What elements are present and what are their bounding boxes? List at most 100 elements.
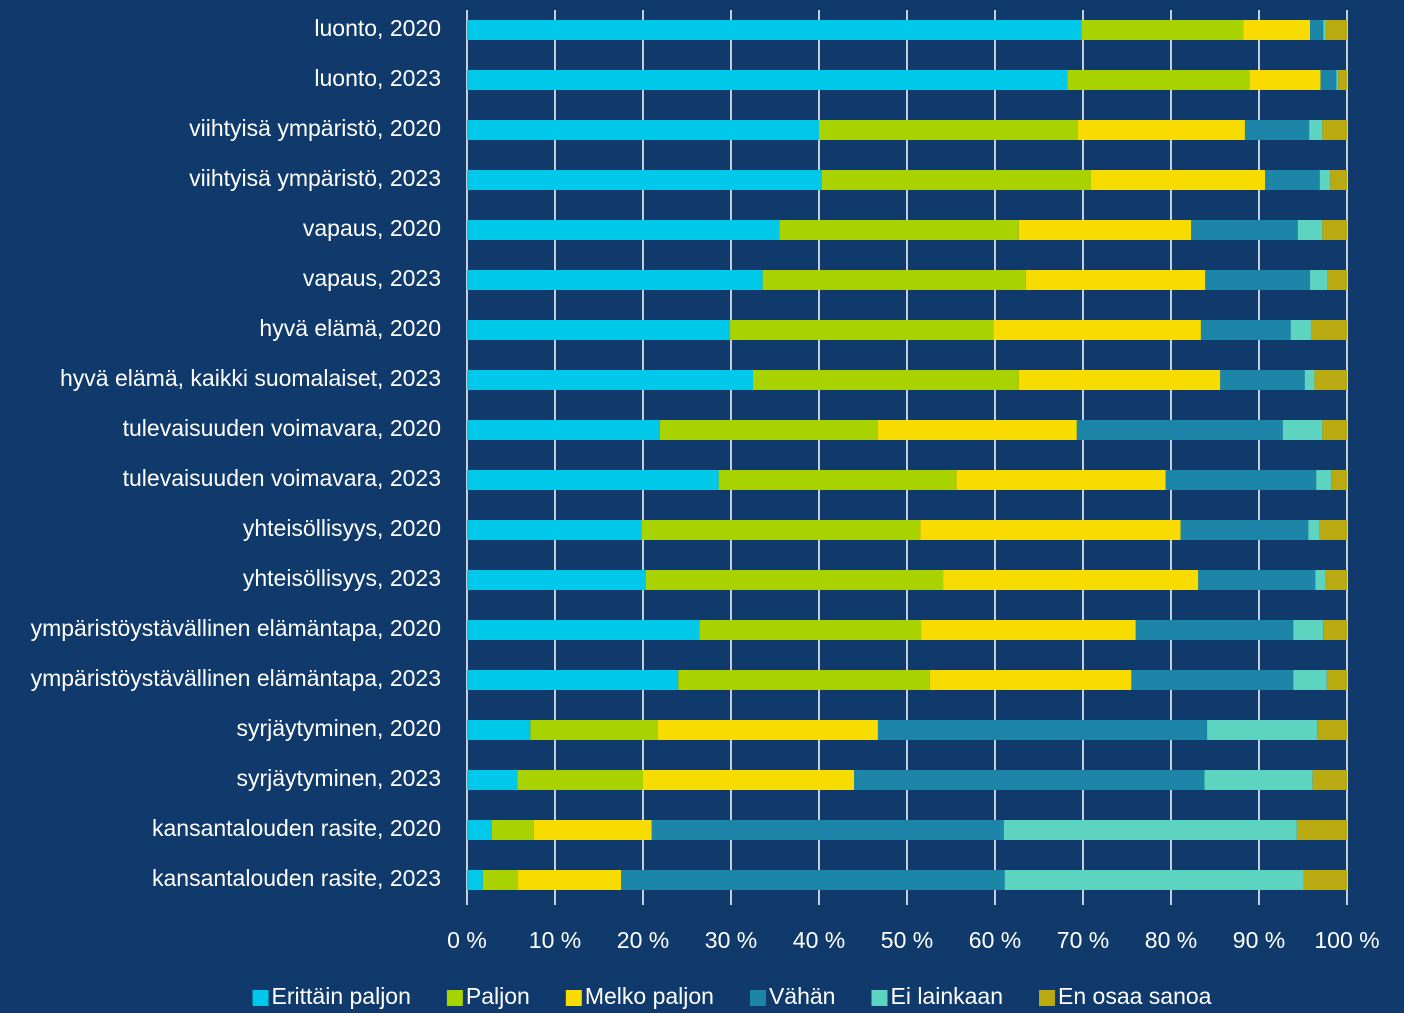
bar-segment [1018, 220, 1192, 240]
bar-segment [467, 620, 700, 640]
x-tick-label: 70 % [1057, 927, 1109, 953]
bar-segment [1327, 270, 1347, 290]
legend-label: Erittäin paljon [272, 983, 411, 1009]
bar-segment [1319, 520, 1347, 540]
bar-segment [1310, 320, 1347, 340]
y-tick-label: tulevaisuuden voimavara, 2020 [123, 415, 441, 441]
bar-segment [657, 720, 878, 740]
y-tick-label: kansantalouden rasite, 2023 [152, 865, 441, 891]
bar-segment [1198, 570, 1316, 590]
bar-segment [517, 770, 643, 790]
bar-segment [753, 370, 1019, 390]
bar-segment [1323, 620, 1347, 640]
bar-segment [1003, 820, 1297, 840]
bar-segment [678, 670, 930, 690]
bar-segment [645, 570, 944, 590]
legend-swatch [446, 990, 463, 1006]
bar-segment [1207, 720, 1318, 740]
bar-segment [1018, 370, 1221, 390]
bar-segment [993, 320, 1201, 340]
bar-segment [467, 570, 646, 590]
bar-segment [1205, 270, 1311, 290]
legend-swatch [252, 990, 269, 1006]
x-tick-label: 50 % [881, 927, 933, 953]
y-tick-label: vapaus, 2020 [303, 215, 441, 241]
bar-segment [491, 820, 534, 840]
bar-segment [1312, 770, 1347, 790]
bar-segment [854, 770, 1205, 790]
legend-label: Paljon [466, 983, 530, 1009]
bar-segment [1330, 170, 1347, 190]
legend-swatch [871, 990, 888, 1006]
bar-segment [467, 170, 822, 190]
bar-segment [877, 420, 1077, 440]
bar-segment [1315, 570, 1325, 590]
y-tick-label: kansantalouden rasite, 2020 [152, 815, 441, 841]
bar-segment [1282, 420, 1323, 440]
y-tick-label: tulevaisuuden voimavara, 2023 [123, 465, 441, 491]
x-tick-label: 80 % [1145, 927, 1197, 953]
bar-segment [1131, 670, 1294, 690]
bar-segment [730, 320, 994, 340]
bar-segment [467, 370, 753, 390]
bar-segment [1325, 570, 1347, 590]
legend-label: Ei lainkaan [890, 983, 1003, 1009]
bar-segment [779, 220, 1019, 240]
bar-segment [621, 870, 1005, 890]
y-tick-label: yhteisöllisyys, 2023 [243, 565, 441, 591]
bar-segment [1297, 220, 1323, 240]
bar-segment [1025, 270, 1206, 290]
bar-segment [1320, 70, 1337, 90]
bar-segment [1308, 520, 1320, 540]
bar-segment [467, 820, 492, 840]
bars [467, 20, 1347, 890]
bar-segment [1081, 20, 1244, 40]
y-tick-label: ympäristöystävällinen elämäntapa, 2023 [31, 665, 441, 691]
y-tick-label: viihtyisä ympäristö, 2020 [189, 115, 441, 141]
bar-segment [643, 770, 855, 790]
legend-label: En osaa sanoa [1058, 983, 1212, 1009]
bar-segment [1317, 720, 1347, 740]
y-tick-label: viihtyisä ympäristö, 2023 [189, 165, 441, 191]
bar-segment [699, 620, 922, 640]
bar-segment [651, 820, 1004, 840]
x-tick-label: 90 % [1233, 927, 1285, 953]
bar-segment [1322, 120, 1347, 140]
bar-segment [467, 220, 780, 240]
x-tick-label: 30 % [705, 927, 757, 953]
bar-segment [1204, 770, 1313, 790]
bar-segment [1249, 70, 1321, 90]
bar-segment [1331, 470, 1347, 490]
bar-segment [1323, 20, 1326, 40]
bar-segment [467, 870, 483, 890]
bar-segment [530, 720, 658, 740]
bar-segment [467, 420, 660, 440]
x-tick-label: 20 % [617, 927, 669, 953]
bar-segment [1293, 620, 1324, 640]
bar-segment [762, 270, 1026, 290]
bar-segment [467, 720, 531, 740]
bar-segment [1316, 470, 1332, 490]
bar-segment [467, 70, 1068, 90]
legend-label: Melko paljon [585, 983, 714, 1009]
bar-segment [467, 670, 679, 690]
bar-segment [641, 520, 921, 540]
bar-segment [467, 320, 731, 340]
bar-segment [533, 820, 652, 840]
bar-segment [1220, 370, 1305, 390]
legend: Erittäin paljon Paljon Melko paljon Vähän Ei… [252, 983, 1212, 1009]
y-tick-label: vapaus, 2023 [303, 265, 441, 291]
grid [466, 10, 1348, 905]
y-tick-label: yhteisöllisyys, 2020 [243, 515, 441, 541]
x-tick-label: 10 % [529, 927, 581, 953]
bar-segment [1310, 20, 1324, 40]
y-tick-label: syrjäytyminen, 2023 [236, 765, 441, 791]
y-tick-label: hyvä elämä, 2020 [259, 315, 441, 341]
bar-segment [1303, 870, 1347, 890]
x-tick-label: 40 % [793, 927, 845, 953]
x-tick-label: 100 % [1314, 927, 1379, 953]
bar-segment [877, 720, 1208, 740]
bar-segment [1326, 670, 1347, 690]
bar-segment [819, 120, 1078, 140]
bar-segment [1325, 20, 1347, 40]
